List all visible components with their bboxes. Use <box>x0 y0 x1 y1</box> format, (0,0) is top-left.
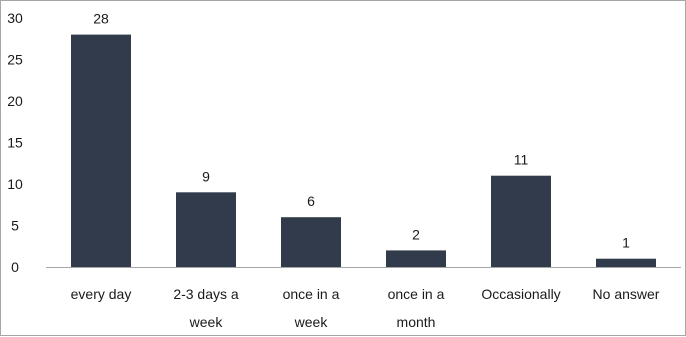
data-label: 11 <box>514 152 529 168</box>
data-label: 6 <box>307 193 315 209</box>
x-axis-category-labels: every day 2-3 days a week once in a week once… <box>71 286 660 330</box>
bar <box>281 217 341 267</box>
y-tick-label: 30 <box>7 10 23 26</box>
x-category-label: week <box>189 314 224 330</box>
y-axis-ticks: 0 5 10 15 20 25 30 <box>7 10 23 275</box>
bar <box>386 250 446 267</box>
x-category-label: once in a <box>283 286 340 302</box>
x-category-label: once in a <box>388 286 445 302</box>
data-label: 2 <box>412 226 420 242</box>
bar <box>491 175 551 267</box>
bar <box>596 258 656 267</box>
x-category-label: 2-3 days a <box>173 286 239 302</box>
x-category-label: month <box>397 314 436 330</box>
y-tick-label: 15 <box>7 135 23 151</box>
x-category-label: No answer <box>593 286 660 302</box>
bar <box>176 192 236 267</box>
data-label: 1 <box>622 235 630 251</box>
x-category-label: every day <box>71 286 132 302</box>
y-tick-label: 10 <box>7 176 23 192</box>
y-tick-label: 20 <box>7 93 23 109</box>
bar <box>71 34 131 267</box>
bars-group <box>71 34 656 267</box>
x-category-label: Occasionally <box>481 286 560 302</box>
y-tick-label: 5 <box>11 218 19 234</box>
data-label: 28 <box>93 11 109 27</box>
y-tick-label: 0 <box>11 259 19 275</box>
y-tick-label: 25 <box>7 52 23 68</box>
data-label: 9 <box>202 168 210 184</box>
x-category-label: week <box>294 314 329 330</box>
